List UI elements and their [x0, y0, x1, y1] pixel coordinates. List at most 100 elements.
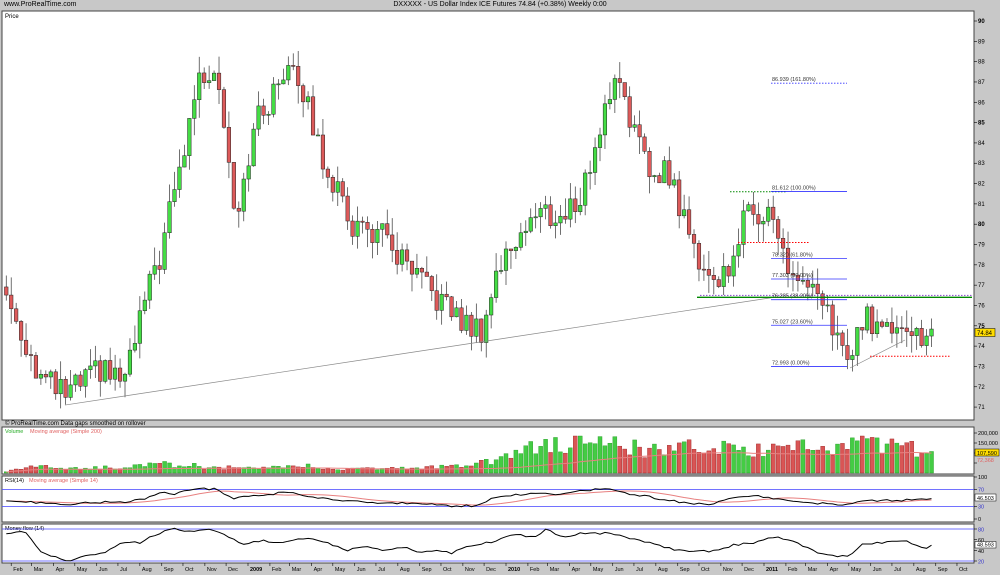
volume-bar [162, 461, 167, 474]
volume-bar [686, 439, 692, 474]
volume-bar [493, 459, 499, 474]
volume-bar [746, 455, 751, 474]
volume-bar [568, 447, 573, 474]
volume-bar [612, 436, 618, 474]
candle-body [390, 234, 395, 251]
candle-body [919, 328, 924, 346]
volume-bar [855, 440, 860, 474]
candle-body [766, 206, 771, 222]
date-tick-label: May [593, 567, 604, 573]
volume-bar [869, 437, 875, 474]
volume-bar [107, 467, 113, 474]
volume-bar [63, 469, 68, 474]
candle-body [484, 314, 489, 343]
rsi-last-badge [974, 493, 997, 502]
date-tick-label: May [335, 567, 346, 573]
volume-bar [58, 467, 63, 474]
volume-bar [414, 467, 420, 474]
volume-bar [810, 450, 815, 474]
volume-bar [503, 453, 509, 474]
volume-bar [815, 449, 820, 474]
volume-bar [330, 469, 336, 474]
candle-body [538, 208, 543, 218]
volume-bar [627, 454, 632, 474]
candle-body [231, 162, 236, 209]
volume-bar [543, 439, 548, 474]
candle-body [236, 207, 241, 212]
candle-body [805, 280, 810, 288]
date-tick-label: Sep [164, 567, 174, 573]
volume-bar [484, 459, 489, 474]
candle-body [325, 168, 330, 178]
volume-bar [770, 443, 776, 474]
candle-body [771, 206, 776, 220]
volume-bar [479, 460, 484, 474]
volume-bar [315, 467, 321, 474]
volume-bar [899, 445, 905, 474]
volume-bar [736, 450, 741, 474]
mf-tick-label: 80 [978, 528, 984, 534]
candle-body [192, 99, 197, 119]
candle-body [187, 118, 192, 156]
date-tick-label: Dec [228, 567, 238, 573]
candle-body [647, 151, 652, 178]
candle-body [721, 266, 726, 287]
candle-body [380, 223, 385, 230]
candle-body [548, 204, 553, 226]
volume-bar [216, 466, 222, 474]
candle-body [350, 220, 355, 237]
candle-body [573, 198, 578, 212]
candle-body [216, 72, 222, 90]
volume-bar [558, 451, 563, 474]
candle-body [122, 373, 128, 382]
fib-label: 75.027 (23.60%) [772, 319, 813, 325]
candle-body [63, 379, 68, 398]
volume-bar [508, 457, 514, 474]
volume-bar [187, 466, 192, 474]
volume-bar [548, 452, 553, 474]
candle-body [335, 181, 340, 193]
candle-body [761, 220, 766, 225]
candle-body [414, 268, 419, 275]
volume-bar [375, 469, 380, 474]
candle-body [860, 327, 865, 331]
candle-body [558, 215, 563, 224]
candle-body [291, 65, 296, 67]
candle-body [731, 255, 736, 277]
price-tick-label: 82 [978, 182, 985, 188]
candle-body [479, 318, 484, 343]
candle-body [726, 266, 731, 277]
candle-body [494, 270, 499, 298]
price-tick-label: 75 [978, 324, 985, 330]
volume-bar [662, 454, 667, 474]
candle-body [4, 286, 9, 296]
candle-body [142, 299, 147, 312]
volume-bar [538, 446, 543, 474]
candle-body [330, 177, 335, 193]
date-tick-label: 2009 [250, 567, 262, 573]
candle-body [207, 80, 212, 83]
title-bar: www.ProRealTime.com DXXXXX - US Dollar I… [0, 0, 1000, 10]
candle-body [48, 371, 53, 378]
volume-bar [874, 437, 880, 474]
candle-body [929, 328, 934, 337]
candle-body [835, 332, 840, 336]
volume-bar [553, 437, 558, 474]
date-tick-label: Jun [615, 567, 624, 573]
volume-bar [919, 452, 924, 474]
volume-bar [716, 454, 721, 474]
fib-label: 86.939 (161.80%) [772, 77, 816, 83]
fib-label: 81.612 (100.00%) [772, 185, 816, 191]
price-tick-label: 85 [978, 121, 985, 127]
mf-last-value: 48.593 [977, 543, 994, 549]
candle-body [701, 268, 706, 271]
candle-body [355, 220, 360, 237]
volume-bar [48, 467, 53, 474]
candle-body [310, 96, 316, 136]
price-tick-label: 79 [978, 243, 985, 249]
volume-bar [597, 436, 603, 474]
candle-body [400, 249, 405, 265]
candle-body [202, 72, 207, 83]
volume-bar [320, 468, 326, 474]
